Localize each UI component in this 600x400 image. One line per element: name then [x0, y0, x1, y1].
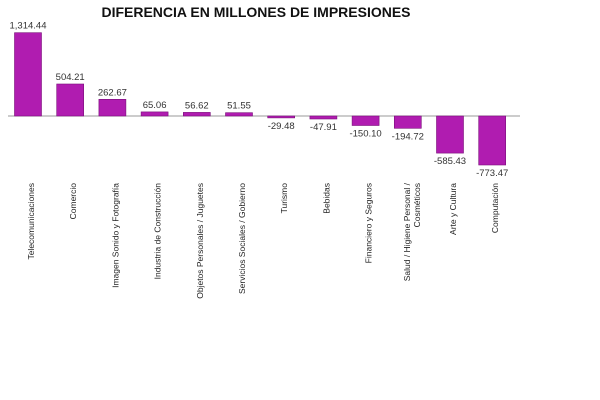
category-label-computacion: Computación — [490, 183, 500, 233]
bar-turismo — [267, 115, 296, 119]
category-label-servicios-sociales-gobierno: Servicios Sociales / Gobierno — [237, 183, 247, 294]
bar-objetos-personales-juguetes — [183, 112, 211, 117]
category-label-industria-de-construccion: Industria de Construcción — [153, 183, 163, 280]
category-label-objetos-personales-juguetes: Objetos Personales / Juguetes — [195, 183, 205, 299]
data-label-computacion: -773.47 — [476, 168, 508, 179]
category-label-salud-higiene-personal-cosmeticos: Salud / Higiene Personal /Cosméticos — [402, 182, 422, 281]
category-label-telecomunicaciones: Telecomunicaciones — [26, 183, 36, 260]
data-label-bebidas: -47.91 — [310, 122, 337, 133]
data-label-arte-y-cultura: -585.43 — [434, 156, 466, 167]
data-label-financiero-y-seguros: -150.10 — [349, 129, 381, 140]
category-label-bebidas: Bebidas — [321, 183, 331, 214]
category-label-financiero-y-seguros: Financiero y Seguros — [364, 183, 374, 263]
data-label-telecomunicaciones: 1,314.44 — [10, 21, 47, 32]
data-label-industria-de-construccion: 65.06 — [143, 100, 167, 111]
data-label-imagen-sonido-y-fotografia: 262.67 — [98, 87, 127, 98]
category-label-imagen-sonido-y-fotografia: Imagen Sonido y Fotografía — [110, 183, 120, 288]
bar-telecomunicaciones — [14, 32, 42, 117]
data-label-turismo: -29.48 — [268, 121, 295, 132]
bar-imagen-sonido-y-fotografia — [98, 99, 127, 117]
bar-comercio — [56, 83, 85, 117]
bar-servicios-sociales-gobierno — [225, 112, 253, 117]
bar-financiero-y-seguros — [351, 115, 380, 126]
category-label-comercio: Comercio — [68, 183, 78, 220]
data-label-comercio: 504.21 — [56, 72, 85, 83]
data-label-servicios-sociales-gobierno: 51.55 — [227, 101, 251, 112]
bar-computacion — [478, 115, 507, 166]
bar-bebidas — [309, 115, 338, 120]
category-label-arte-y-cultura: Arte y Cultura — [448, 183, 458, 235]
chart-title: DIFERENCIA EN MILLONES DE IMPRESIONES — [101, 4, 410, 20]
data-label-objetos-personales-juguetes: 56.62 — [185, 100, 209, 111]
bar-salud-higiene-personal-cosmeticos — [393, 115, 422, 129]
bar-arte-y-cultura — [436, 115, 464, 154]
bar-industria-de-construccion — [140, 111, 169, 117]
category-label-turismo: Turismo — [279, 183, 289, 214]
data-label-salud-higiene-personal-cosmeticos: -194.72 — [392, 131, 424, 142]
